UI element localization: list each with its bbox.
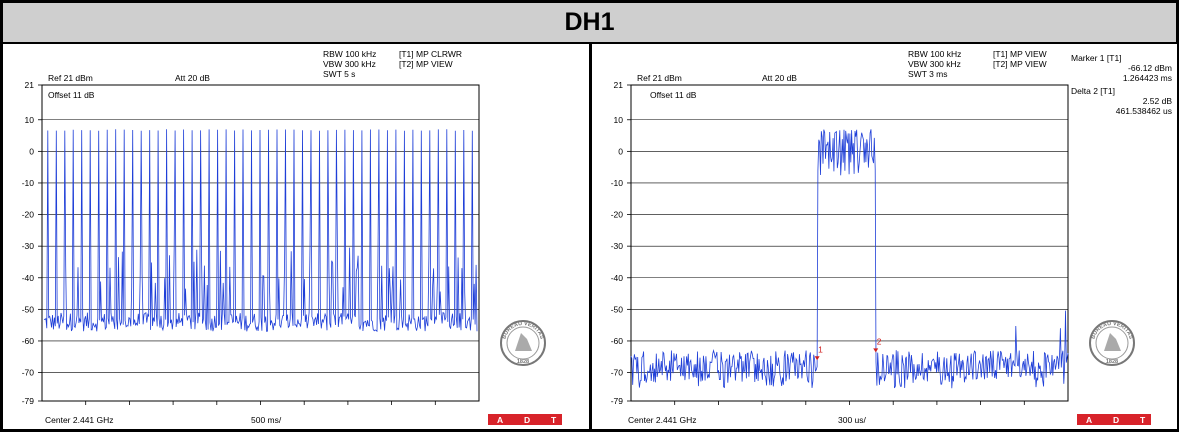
- plot-area: [630, 84, 1069, 402]
- trace-series: [43, 129, 478, 333]
- marker1-time: 1.264423 ms: [1123, 73, 1172, 83]
- trace-series: [630, 129, 1069, 389]
- offset-label: Offset 11 dB: [48, 90, 95, 100]
- vbw-label: VBW 300 kHz: [323, 59, 376, 69]
- y-tick-label: 21: [614, 80, 624, 90]
- adt-bar: [1077, 414, 1151, 425]
- sweep-time-label: SWT 3 ms: [908, 69, 948, 79]
- center-frequency-label: Center 2.441 GHz: [628, 415, 697, 425]
- markers: 12: [814, 336, 882, 361]
- logo-seal-inner: [506, 326, 540, 360]
- delta2-title: Delta 2 [T1]: [1071, 86, 1115, 96]
- y-tick-label: -40: [611, 273, 624, 283]
- y-tick-label: 0: [29, 146, 34, 156]
- delta2-level: 2.52 dB: [1143, 96, 1173, 106]
- trace1-info: [T1] MP CLRWR: [399, 49, 462, 59]
- adt-letter: A: [1086, 415, 1092, 425]
- logo-seal-inner: [1095, 326, 1129, 360]
- offset-label: Offset 11 dB: [650, 90, 697, 100]
- y-tick-label: -70: [22, 368, 35, 378]
- y-tick-label: 10: [25, 115, 35, 125]
- rbw-label: RBW 100 kHz: [908, 49, 961, 59]
- adt-letter: T: [1140, 415, 1146, 425]
- ref-level-label: Ref 21 dBm: [48, 73, 93, 83]
- attenuation-label: Att 20 dB: [175, 73, 210, 83]
- rbw-label: RBW 100 kHz: [323, 49, 376, 59]
- marker-2-symbol: [873, 348, 879, 353]
- delta2-time: 461.538462 us: [1116, 106, 1172, 116]
- y-tick-label: -70: [611, 368, 624, 378]
- center-frequency-label: Center 2.441 GHz: [45, 415, 114, 425]
- adt-letter: D: [1113, 415, 1119, 425]
- marker-1-symbol: [814, 356, 820, 361]
- panel-divider: [589, 42, 592, 432]
- adt-bar: [488, 414, 562, 425]
- y-tick-label: -79: [22, 396, 35, 406]
- adt-letter: A: [497, 415, 503, 425]
- y-tick-labels: 21 10 0 -10 -20 -30 -40 -50 -60 -70 -79: [22, 80, 35, 406]
- title-banner: DH1: [3, 3, 1176, 44]
- y-tick-label: 0: [618, 146, 623, 156]
- y-tick-label: -60: [22, 336, 35, 346]
- y-tick-label: -30: [611, 241, 624, 251]
- y-tick-label: -20: [22, 210, 35, 220]
- attenuation-label: Att 20 dB: [762, 73, 797, 83]
- logo-figure-icon: [1104, 333, 1121, 351]
- span-per-division-label: 500 ms/: [251, 415, 282, 425]
- adt-letter: D: [524, 415, 530, 425]
- y-tick-label: -10: [611, 178, 624, 188]
- spectrum-panel-left: Ref 21 dBm Att 20 dB RBW 100 kHz VBW 300…: [3, 44, 588, 429]
- logo-year: 1828: [1106, 359, 1118, 365]
- y-tick-label: 21: [25, 80, 35, 90]
- y-tick-label: -50: [611, 304, 624, 314]
- marker-2-label: 2: [877, 336, 882, 346]
- ref-level-label: Ref 21 dBm: [637, 73, 682, 83]
- grid: [627, 84, 1069, 405]
- y-tick-label: -30: [22, 241, 35, 251]
- spectrum-chart-left: Ref 21 dBm Att 20 dB RBW 100 kHz VBW 300…: [22, 49, 562, 425]
- y-tick-label: -40: [22, 273, 35, 283]
- y-tick-label: -10: [22, 178, 35, 188]
- trace1-info: [T1] MP VIEW: [993, 49, 1047, 59]
- trace-line: [43, 129, 478, 333]
- spectrum-panel-right: Ref 21 dBm Att 20 dB RBW 100 kHz VBW 300…: [592, 44, 1177, 429]
- y-tick-label: -50: [22, 304, 35, 314]
- spectrum-chart-right: Ref 21 dBm Att 20 dB RBW 100 kHz VBW 300…: [611, 49, 1173, 425]
- vbw-label: VBW 300 kHz: [908, 59, 961, 69]
- y-tick-label: 10: [614, 115, 624, 125]
- logo-figure-icon: [515, 333, 532, 351]
- y-tick-label: -79: [611, 396, 624, 406]
- y-tick-label: -60: [611, 336, 624, 346]
- adt-letter: T: [551, 415, 557, 425]
- span-per-division-label: 300 us/: [838, 415, 867, 425]
- trace2-info: [T2] MP VIEW: [399, 59, 453, 69]
- page-title: DH1: [564, 8, 615, 36]
- y-tick-label: -20: [611, 210, 624, 220]
- logo-year: 1828: [517, 359, 529, 365]
- y-tick-labels: 21 10 0 -10 -20 -30 -40 -50 -60 -70 -79: [611, 80, 624, 406]
- trace2-info: [T2] MP VIEW: [993, 59, 1047, 69]
- marker-1-label: 1: [818, 344, 823, 354]
- sweep-time-label: SWT 5 s: [323, 69, 355, 79]
- marker1-level: -66.12 dBm: [1128, 63, 1172, 73]
- marker1-title: Marker 1 [T1]: [1071, 53, 1122, 63]
- trace-line: [630, 129, 1069, 389]
